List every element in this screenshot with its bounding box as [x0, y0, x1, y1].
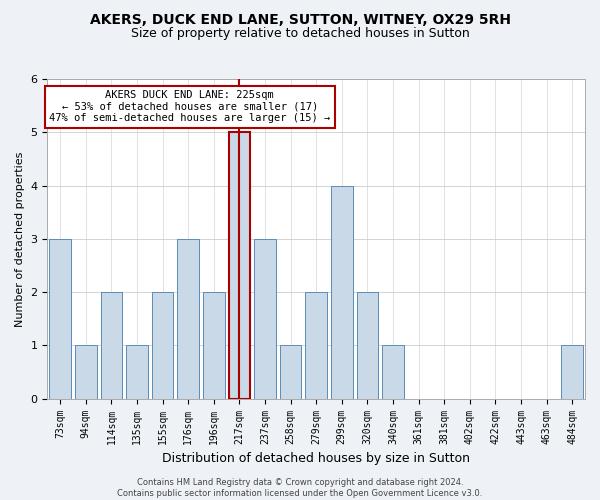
Bar [49, 239, 71, 398]
Bar [331, 186, 353, 398]
Text: Contains HM Land Registry data © Crown copyright and database right 2024.
Contai: Contains HM Land Registry data © Crown c… [118, 478, 482, 498]
Bar [562, 346, 583, 399]
Bar [305, 292, 327, 399]
Text: AKERS, DUCK END LANE, SUTTON, WITNEY, OX29 5RH: AKERS, DUCK END LANE, SUTTON, WITNEY, OX… [89, 12, 511, 26]
Text: AKERS DUCK END LANE: 225sqm
← 53% of detached houses are smaller (17)
47% of sem: AKERS DUCK END LANE: 225sqm ← 53% of det… [49, 90, 331, 124]
Bar [203, 292, 224, 399]
Bar [152, 292, 173, 399]
Bar [356, 292, 378, 399]
Bar [75, 346, 97, 399]
Bar [101, 292, 122, 399]
Bar [254, 239, 276, 398]
Bar [280, 346, 301, 399]
Bar [229, 132, 250, 398]
Bar [126, 346, 148, 399]
Y-axis label: Number of detached properties: Number of detached properties [15, 151, 25, 326]
Bar [178, 239, 199, 398]
Text: Size of property relative to detached houses in Sutton: Size of property relative to detached ho… [131, 28, 469, 40]
Bar [382, 346, 404, 399]
X-axis label: Distribution of detached houses by size in Sutton: Distribution of detached houses by size … [162, 452, 470, 465]
